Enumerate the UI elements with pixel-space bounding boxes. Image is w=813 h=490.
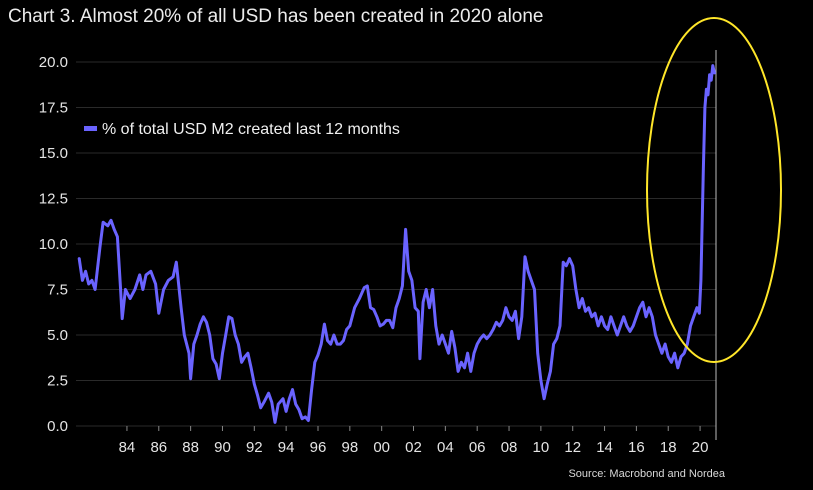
x-tick-label: 00 [373, 439, 390, 456]
x-tick-label: 12 [564, 439, 581, 456]
x-tick-label: 86 [150, 439, 167, 456]
x-tick-label: 10 [533, 439, 550, 456]
y-axis-ticks: 0.0 2.5 5.0 7.5 10.0 12.5 15.0 17.5 20.0 [39, 54, 68, 435]
x-tick-label: 84 [119, 439, 136, 456]
chart-title: Chart 3. Almost 20% of all USD has been … [8, 6, 544, 27]
series-group [77, 64, 716, 424]
x-tick-label: 88 [182, 439, 199, 456]
y-tick-label: 17.5 [39, 100, 68, 117]
legend-swatch [84, 126, 97, 131]
x-tick-label: 08 [501, 439, 518, 456]
gridlines [76, 61, 716, 427]
x-tick-label: 16 [628, 439, 645, 456]
x-tick-label: 94 [278, 439, 295, 456]
x-tick-label: 18 [660, 439, 677, 456]
x-tick-label: 06 [469, 439, 486, 456]
series-line-0 [77, 64, 716, 424]
y-tick-label: 5.0 [47, 327, 68, 344]
x-tick-label: 14 [596, 439, 613, 456]
legend-label: % of total USD M2 created last 12 months [102, 121, 400, 138]
highlight-ellipse [646, 17, 782, 363]
legend: % of total USD M2 created last 12 months [84, 121, 400, 138]
x-tick-label: 98 [341, 439, 358, 456]
x-tick-label: 92 [246, 439, 263, 456]
x-axis-ticks: 84 86 88 90 92 94 96 98 00 02 04 06 08 10 12 14 16 18 20 [119, 426, 709, 456]
y-tick-label: 7.5 [47, 282, 68, 299]
y-tick-label: 0.0 [47, 418, 68, 435]
source-note: Source: Macrobond and Nordea [568, 468, 725, 480]
y-tick-label: 12.5 [39, 191, 68, 208]
y-tick-label: 15.0 [39, 145, 68, 162]
x-tick-label: 02 [405, 439, 422, 456]
x-tick-label: 90 [214, 439, 231, 456]
x-tick-label: 20 [692, 439, 709, 456]
x-tick-label: 96 [310, 439, 327, 456]
y-tick-label: 10.0 [39, 236, 68, 253]
x-tick-label: 04 [437, 439, 454, 456]
y-tick-label: 2.5 [47, 373, 68, 390]
y-tick-label: 20.0 [39, 54, 68, 71]
